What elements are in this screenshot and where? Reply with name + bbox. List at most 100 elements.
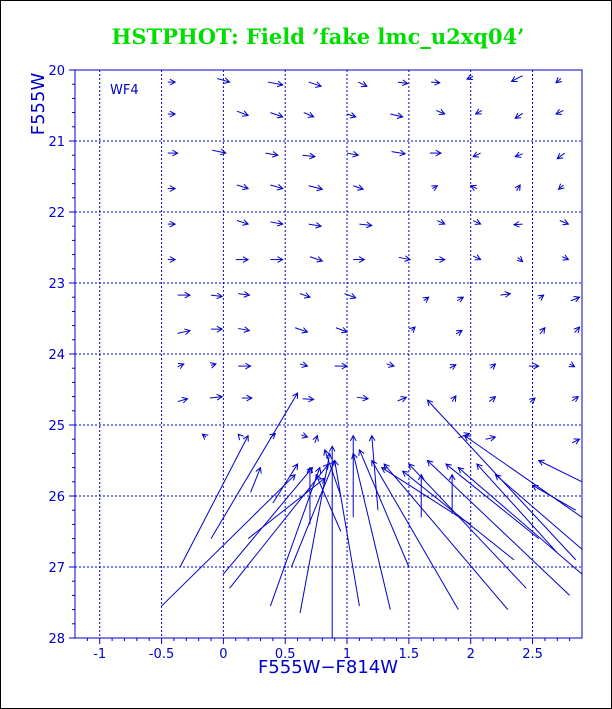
arrow-head [400, 396, 408, 403]
vector-arrow [458, 432, 471, 439]
vector-arrow [529, 397, 536, 404]
y-tick-label: 21 [48, 135, 65, 150]
vector-arrow [301, 432, 309, 439]
arrow-head [449, 364, 457, 371]
arrow-head [489, 434, 497, 442]
arrow-shaft [451, 395, 457, 402]
arrow-shaft [346, 113, 356, 118]
arrow-shaft [570, 296, 580, 302]
arrow-shaft [301, 434, 308, 438]
arrow-shaft [177, 398, 188, 403]
arrow-shaft [475, 110, 483, 115]
vector-arrow [434, 256, 446, 263]
vector-arrow [269, 466, 322, 607]
arrow-head [332, 459, 339, 467]
vector-arrow [179, 434, 249, 568]
vector-arrow [391, 149, 407, 157]
arrow-head [315, 81, 323, 88]
arrow-head [216, 292, 224, 300]
arrow-head [408, 463, 415, 470]
vector-arrow [302, 395, 315, 403]
vector-arrow [177, 291, 192, 299]
arrow-head [510, 76, 518, 83]
arrow-head [318, 477, 326, 484]
arrow-head [434, 79, 441, 86]
arrow-head [328, 445, 336, 452]
arrow-shaft [472, 255, 481, 261]
vector-arrow [167, 78, 177, 86]
arrow-shaft [324, 449, 342, 497]
vector-arrow [488, 395, 497, 403]
vector-arrow [167, 149, 179, 157]
arrow-head [292, 392, 299, 400]
vector-arrow [456, 296, 465, 303]
arrow-head [307, 111, 315, 118]
arrow-shaft [511, 75, 523, 82]
arrow-shaft [250, 467, 261, 493]
vector-arrow [247, 477, 326, 539]
arrow-head [292, 463, 299, 471]
vector-arrow [357, 81, 368, 88]
vector-arrow [398, 255, 412, 262]
vector-arrow [303, 111, 315, 118]
vector-arrow [571, 396, 580, 403]
vector-arrow [201, 433, 209, 440]
arrow-head [306, 466, 314, 474]
arrow-head [474, 218, 482, 225]
arrow-shaft [556, 152, 565, 160]
vector-arrow [449, 364, 457, 371]
arrow-head [246, 394, 253, 402]
arrow-shaft [386, 363, 395, 367]
arrow-head [439, 256, 446, 263]
vector-arrow [250, 466, 262, 493]
arrow-shaft [445, 463, 540, 539]
arrow-shaft [397, 396, 407, 402]
vector-arrow [426, 399, 577, 561]
arrow-head [562, 219, 570, 226]
arrow-shaft [397, 81, 408, 84]
axis-ticks: -1 -0.5 0 0.5 1 1.5 2 2.5 20 21 22 23 24 25 26 27 28 [48, 64, 571, 662]
arrow-head [341, 327, 349, 334]
vector-arrow [308, 222, 323, 229]
vector-arrow [429, 149, 443, 157]
arrow-head [219, 148, 227, 156]
arrow-shaft [555, 110, 564, 115]
arrow-shaft [455, 330, 463, 335]
arrow-shaft [571, 438, 580, 444]
arrow-shaft [270, 184, 283, 190]
arrow-head [289, 473, 296, 481]
vector-arrow [267, 80, 284, 88]
arrow-shaft [529, 397, 536, 403]
vector-arrow [236, 219, 250, 226]
vector-arrow [332, 459, 360, 607]
arrow-layer [161, 74, 582, 638]
arrow-shaft [210, 392, 299, 539]
arrow-head [316, 184, 324, 192]
arrow-head [242, 256, 250, 263]
arrow-head [360, 81, 368, 88]
vector-arrow [514, 184, 521, 192]
arrow-shaft [236, 220, 249, 225]
vector-arrow [422, 296, 430, 303]
arrow-shaft [574, 326, 580, 334]
arrow-shaft [308, 185, 323, 190]
vector-arrow [570, 296, 581, 303]
arrow-shaft [427, 399, 577, 561]
arrow-shaft [334, 460, 360, 607]
vector-arrow [510, 75, 523, 83]
arrow-head [476, 463, 483, 471]
arrow-shaft [209, 396, 223, 399]
arrow-head [469, 184, 477, 191]
vector-arrow [368, 434, 379, 511]
arrow-head [431, 185, 439, 192]
arrow-head [169, 220, 177, 228]
vector-arrow [236, 110, 250, 117]
arrow-head [422, 296, 430, 303]
arrow-shaft [356, 396, 369, 400]
arrow-head [539, 326, 546, 334]
arrow-head [438, 109, 446, 116]
arrow-head [315, 222, 323, 229]
arrow-shaft [500, 293, 511, 296]
arrow-head [368, 434, 376, 442]
vector-arrow [210, 292, 224, 300]
